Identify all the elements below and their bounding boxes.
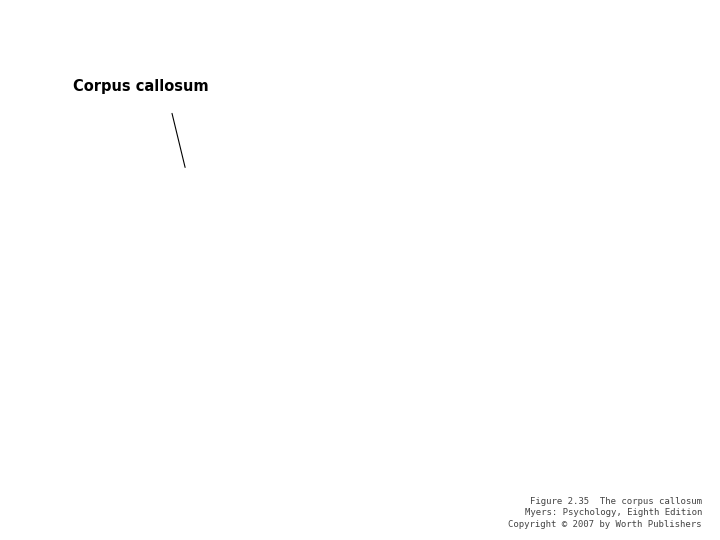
Text: Figure 2.35  The corpus callosum
Myers: Psychology, Eighth Edition
Copyright © 2: Figure 2.35 The corpus callosum Myers: P… — [508, 497, 702, 529]
Text: Corpus callosum: Corpus callosum — [73, 79, 208, 94]
